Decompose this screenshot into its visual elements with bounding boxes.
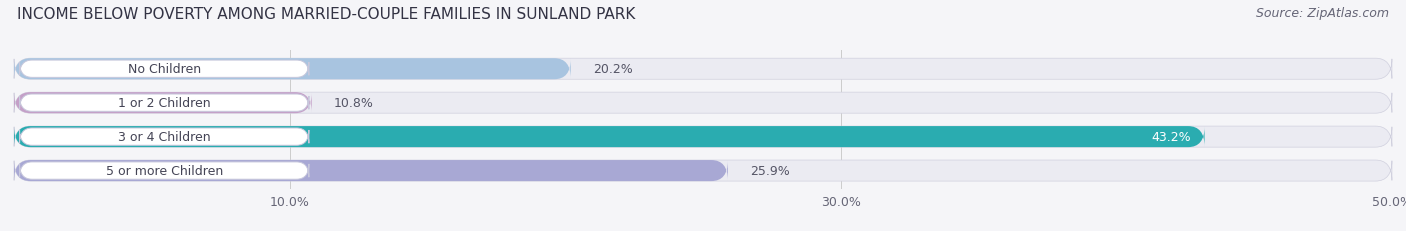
FancyBboxPatch shape xyxy=(14,160,1392,181)
Text: Source: ZipAtlas.com: Source: ZipAtlas.com xyxy=(1256,7,1389,20)
FancyBboxPatch shape xyxy=(14,59,1392,80)
Text: 25.9%: 25.9% xyxy=(749,164,790,177)
Text: No Children: No Children xyxy=(128,63,201,76)
FancyBboxPatch shape xyxy=(14,127,1205,148)
FancyBboxPatch shape xyxy=(14,93,1392,114)
FancyBboxPatch shape xyxy=(20,162,309,179)
Text: INCOME BELOW POVERTY AMONG MARRIED-COUPLE FAMILIES IN SUNLAND PARK: INCOME BELOW POVERTY AMONG MARRIED-COUPL… xyxy=(17,7,636,22)
Text: 10.8%: 10.8% xyxy=(333,97,374,110)
FancyBboxPatch shape xyxy=(20,128,309,146)
Text: 1 or 2 Children: 1 or 2 Children xyxy=(118,97,211,110)
FancyBboxPatch shape xyxy=(14,127,1392,148)
Text: 43.2%: 43.2% xyxy=(1152,131,1191,143)
Text: 5 or more Children: 5 or more Children xyxy=(105,164,224,177)
FancyBboxPatch shape xyxy=(20,95,309,112)
Text: 20.2%: 20.2% xyxy=(593,63,633,76)
FancyBboxPatch shape xyxy=(14,160,728,181)
Text: 3 or 4 Children: 3 or 4 Children xyxy=(118,131,211,143)
FancyBboxPatch shape xyxy=(14,93,312,114)
FancyBboxPatch shape xyxy=(20,61,309,78)
FancyBboxPatch shape xyxy=(14,59,571,80)
